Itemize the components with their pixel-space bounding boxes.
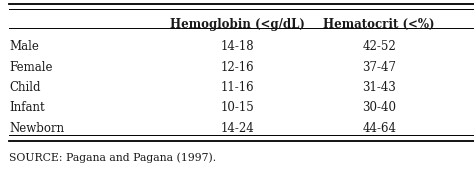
Text: 10-15: 10-15 bbox=[220, 101, 254, 114]
Text: 11-16: 11-16 bbox=[220, 81, 254, 94]
Text: 12-16: 12-16 bbox=[220, 61, 254, 74]
Text: Hematocrit (<%): Hematocrit (<%) bbox=[323, 18, 435, 31]
Text: SOURCE: Pagana and Pagana (1997).: SOURCE: Pagana and Pagana (1997). bbox=[9, 152, 217, 163]
Text: Hemoglobin (<g/dL): Hemoglobin (<g/dL) bbox=[170, 18, 304, 31]
Text: Child: Child bbox=[9, 81, 41, 94]
Text: Female: Female bbox=[9, 61, 53, 74]
Text: 37-47: 37-47 bbox=[362, 61, 396, 74]
Text: Infant: Infant bbox=[9, 101, 45, 114]
Text: 30-40: 30-40 bbox=[362, 101, 396, 114]
Text: Male: Male bbox=[9, 40, 39, 53]
Text: 14-24: 14-24 bbox=[220, 122, 254, 135]
Text: 14-18: 14-18 bbox=[220, 40, 254, 53]
Text: 31-43: 31-43 bbox=[362, 81, 396, 94]
Text: 44-64: 44-64 bbox=[362, 122, 396, 135]
Text: Newborn: Newborn bbox=[9, 122, 64, 135]
Text: 42-52: 42-52 bbox=[362, 40, 396, 53]
